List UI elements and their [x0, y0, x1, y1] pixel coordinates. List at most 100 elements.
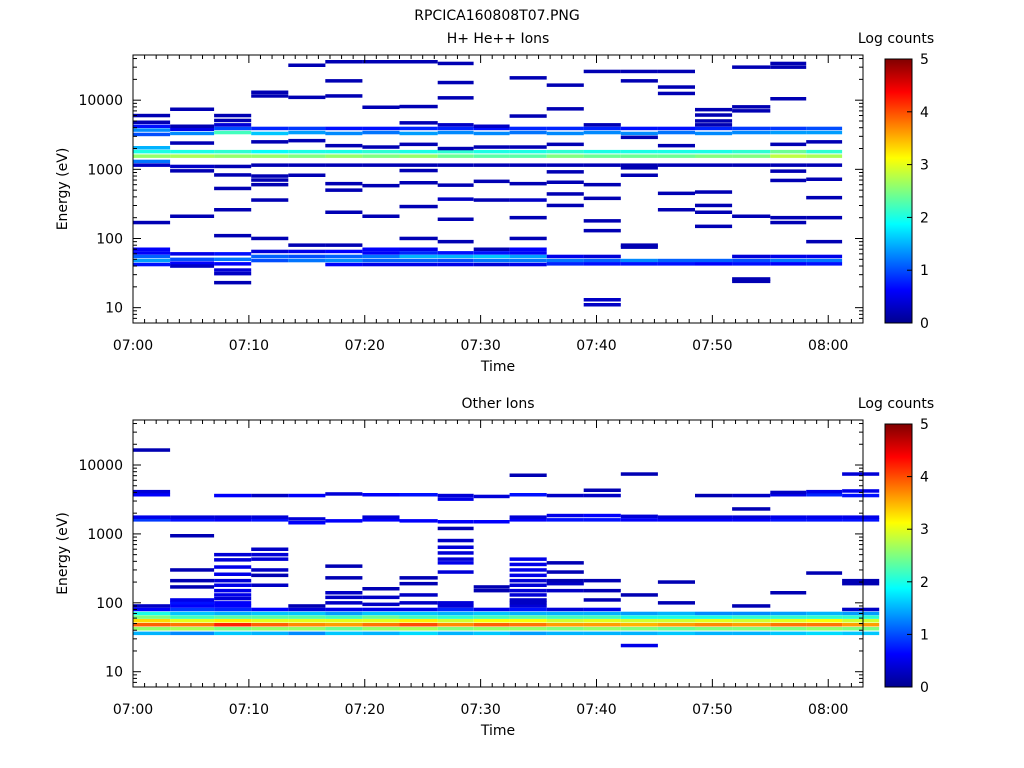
heatmap-cell [657, 85, 695, 89]
heatmap-cell [620, 262, 658, 266]
heatmap-cell [362, 627, 400, 631]
x-tick-label: 07:10 [229, 338, 269, 354]
heatmap-cell [325, 623, 363, 627]
heatmap-cell [620, 131, 658, 136]
heatmap-cell [133, 247, 171, 251]
heatmap-cell [214, 186, 252, 191]
heatmap-cell [583, 623, 621, 627]
heatmap-cell [362, 126, 400, 131]
heatmap-cell [214, 118, 252, 123]
heatmap-cell [214, 173, 252, 177]
heatmap-cell [473, 494, 510, 499]
heatmap-cell [509, 578, 547, 583]
heatmap-cell [214, 604, 252, 608]
heatmap-cell [473, 615, 510, 619]
heatmap-cell [399, 627, 438, 631]
colorbar-tick-label: 0 [920, 680, 929, 696]
heatmap-cells [133, 448, 880, 648]
heatmap-cell [583, 298, 621, 302]
heatmap-cell [325, 258, 363, 263]
heatmap-cell [251, 552, 289, 557]
heatmap-cell [288, 149, 326, 154]
heatmap-cell [288, 126, 326, 131]
heatmap-cell [546, 149, 584, 154]
heatmap-cell [325, 210, 363, 214]
x-axis: 07:00 07:10 07:20 07:30 07:40 07:50 08:00 Time [113, 55, 864, 375]
panel-title: H+ He++ Ions [447, 31, 550, 47]
heatmap-cell [695, 518, 733, 522]
heatmap-cell [473, 124, 510, 128]
heatmap-cell [732, 149, 771, 154]
heatmap-cell [732, 518, 771, 522]
heatmap-cell [437, 561, 474, 565]
heatmap-cell [362, 105, 400, 109]
heatmap-cell [546, 588, 584, 593]
colorbar-label: Log counts [858, 31, 934, 47]
plot-frame [132, 419, 864, 688]
heatmap-cell [437, 526, 474, 531]
heatmap-cell [170, 124, 215, 128]
heatmap-cell [546, 513, 584, 518]
heatmap-cell [288, 154, 326, 158]
heatmap-cell [251, 90, 289, 94]
x-tick-label: 07:20 [345, 702, 385, 718]
heatmap-cell [806, 254, 843, 259]
heatmap-cell [437, 96, 474, 100]
heatmap-cell [583, 130, 621, 135]
heatmap-cell [546, 170, 584, 174]
heatmap-cell [133, 149, 171, 154]
heatmap-cell [509, 254, 547, 259]
heatmap-cell [770, 631, 807, 636]
heatmap-cell [399, 60, 438, 64]
heatmap-cell [732, 623, 771, 627]
heatmap-cell [620, 631, 658, 636]
x-axis: 07:00 07:10 07:20 07:30 07:40 07:50 08:00 Time [113, 420, 864, 739]
heatmap-cell [214, 262, 252, 266]
heatmap-cell [362, 254, 400, 259]
heatmap-cell [509, 593, 547, 597]
heatmap-cell [546, 581, 584, 586]
heatmap-cell [620, 593, 658, 597]
heatmap-cell [620, 615, 658, 619]
heatmap-cell [620, 149, 658, 154]
heatmap-cell [620, 166, 658, 170]
heatmap-cell [509, 627, 547, 631]
heatmap-cell [325, 126, 363, 131]
heatmap-cell [583, 182, 621, 187]
heatmap-cell [133, 611, 171, 616]
heatmap-cell [546, 561, 584, 565]
heatmap-cell [251, 182, 289, 187]
heatmap-cell [251, 140, 289, 144]
heatmap-cell [770, 254, 807, 259]
heatmap-cell [546, 615, 584, 619]
colorbar-gradient [884, 423, 913, 688]
heatmap-cell [170, 252, 215, 256]
heatmap-cell [437, 217, 474, 221]
heatmap-cell [325, 492, 363, 496]
heatmap-cell [251, 249, 289, 254]
heatmap-cell [325, 619, 363, 623]
heatmap-cell [170, 515, 215, 519]
heatmap-cell [170, 604, 215, 608]
heatmap-cell [473, 145, 510, 149]
heatmap-cell [251, 583, 289, 587]
heatmap-cell [657, 619, 695, 623]
heatmap-cell [770, 220, 807, 225]
heatmap-cell [170, 601, 215, 605]
heatmap-cell [399, 163, 438, 167]
heatmap-cell [133, 128, 171, 132]
heatmap-cell [251, 611, 289, 616]
heatmap-cell [399, 576, 438, 580]
heatmap-cell [842, 631, 880, 636]
heatmap-cell [133, 251, 171, 255]
heatmap-cell [437, 149, 474, 154]
heatmap-cell [170, 607, 215, 612]
heatmap-cell [133, 489, 171, 494]
heatmap-cell [473, 179, 510, 184]
heatmap-cell [509, 568, 547, 572]
heatmap-cell [806, 195, 843, 200]
heatmap-cell [325, 79, 363, 83]
plot-frame [132, 54, 864, 324]
heatmap-cell [133, 623, 171, 627]
